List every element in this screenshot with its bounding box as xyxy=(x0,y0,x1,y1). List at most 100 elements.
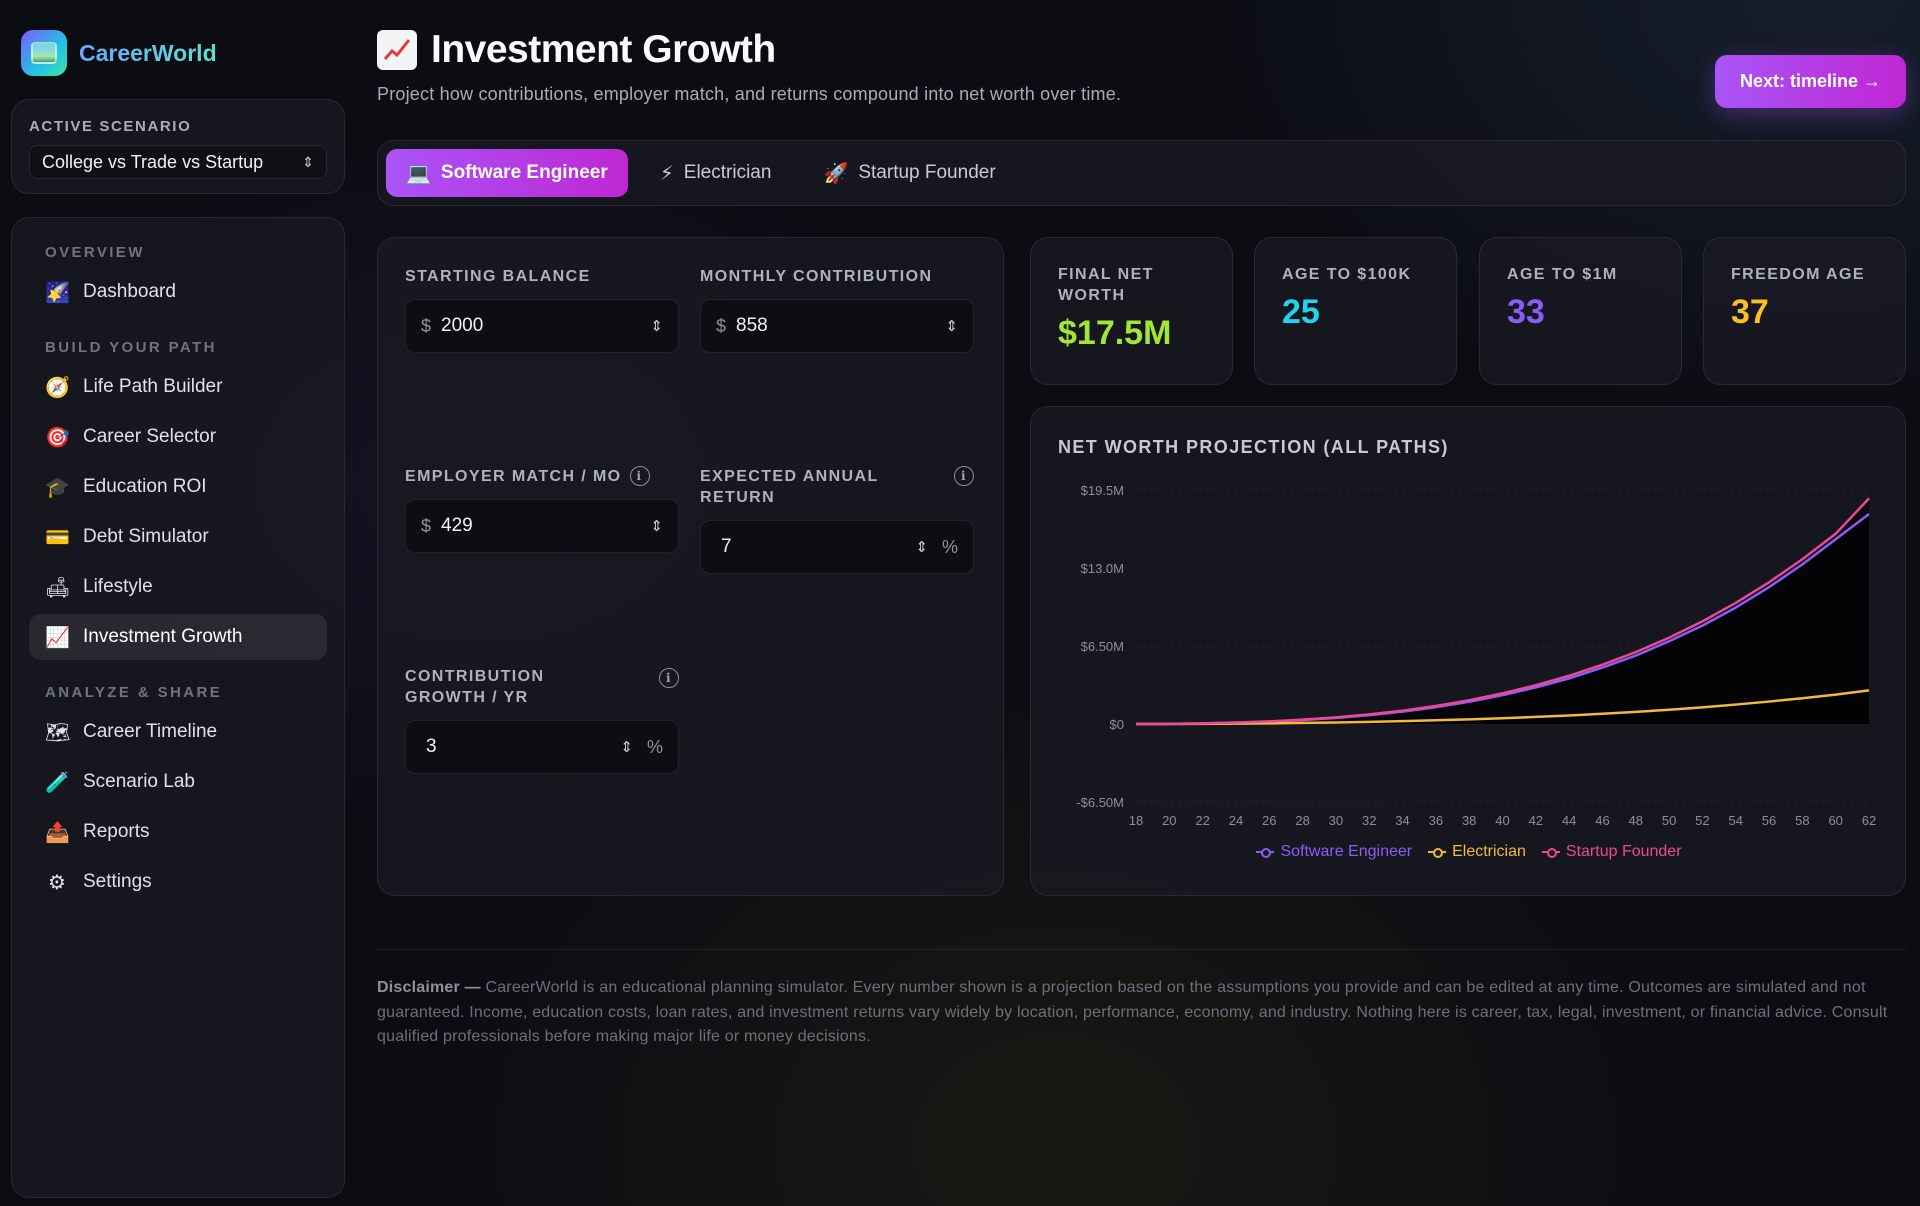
stat-age-to-1m: AGE TO $1M 33 xyxy=(1479,237,1682,385)
rocket-icon: 🚀 xyxy=(823,162,849,185)
sidebar-item-debt-simulator[interactable]: 💳 Debt Simulator xyxy=(29,514,327,560)
y-tick-label: $19.5M xyxy=(1081,483,1124,498)
sidebar-item-label: Lifestyle xyxy=(83,576,153,597)
net-worth-chart: $19.5M $13.0M $6.50M $0 -$6.50M 18 20 22 24 26 28 3… xyxy=(1076,483,1876,828)
legend-marker-icon xyxy=(1428,847,1447,858)
couch-icon: 🛋 xyxy=(45,576,71,599)
brand[interactable]: CareerWorld xyxy=(21,30,217,76)
annual-return-label: EXPECTED ANNUAL RETURN xyxy=(700,468,879,506)
sidebar-item-label: Investment Growth xyxy=(83,626,243,647)
starting-balance-field: STARTING BALANCE $ 2000 ⇕ xyxy=(405,266,679,353)
tab-software-engineer[interactable]: 💻 Software Engineer xyxy=(386,149,628,197)
x-tick-label: 44 xyxy=(1562,813,1576,828)
stat-value: 25 xyxy=(1282,293,1320,331)
stepper-icon[interactable]: ⇕ xyxy=(915,539,928,556)
stepper-icon[interactable]: ⇕ xyxy=(945,318,958,335)
chart-legend: Software Engineer Electrician Startup Foun… xyxy=(1031,843,1907,861)
legend-label: Startup Founder xyxy=(1565,843,1682,860)
chart-increasing-icon xyxy=(377,30,417,70)
contribution-growth-input[interactable]: 3 ⇕ % xyxy=(405,720,679,774)
disclaimer-label: Disclaimer — xyxy=(377,979,481,996)
percent-suffix: % xyxy=(646,736,663,757)
monthly-contribution-field: MONTHLY CONTRIBUTION $ 858 ⇕ xyxy=(700,266,974,353)
employer-match-field: EMPLOYER MATCH / MO i $ 429 ⇕ xyxy=(405,466,679,553)
shooting-star-icon: 🌠 xyxy=(45,281,70,304)
series-line xyxy=(1135,497,1870,726)
scenario-select[interactable]: College vs Trade vs Startup ⇕ xyxy=(29,145,327,179)
sidebar-item-education-roi[interactable]: 🎓 Education ROI xyxy=(29,464,327,510)
footer-divider xyxy=(377,949,1906,950)
disclaimer: Disclaimer — CareerWorld is an education… xyxy=(377,976,1906,1050)
stepper-icon[interactable]: ⇕ xyxy=(620,739,633,756)
sidebar-item-lifestyle[interactable]: 🛋 Lifestyle xyxy=(29,564,327,610)
y-tick-label: $6.50M xyxy=(1081,639,1124,654)
x-tick-label: 50 xyxy=(1662,813,1676,828)
info-icon[interactable]: i xyxy=(954,466,974,486)
sidebar-item-life-path-builder[interactable]: 🧭 Life Path Builder xyxy=(29,364,327,410)
x-tick-label: 36 xyxy=(1429,813,1443,828)
page-title: Investment Growth xyxy=(431,28,776,71)
sidebar-item-dashboard[interactable]: 🌠 Dashboard xyxy=(29,269,327,315)
x-tick-label: 42 xyxy=(1529,813,1543,828)
next-timeline-button[interactable]: Next: timeline → xyxy=(1715,55,1906,108)
legend-item[interactable]: Electrician xyxy=(1428,843,1526,861)
scenario-panel: ACTIVE SCENARIO College vs Trade vs Star… xyxy=(11,99,345,194)
sidebar-item-label: Settings xyxy=(83,871,152,892)
laptop-icon: 💻 xyxy=(406,162,431,185)
stat-value: $17.5M xyxy=(1058,314,1172,352)
currency-prefix: $ xyxy=(421,315,432,336)
stat-label: FINAL NET WORTH xyxy=(1058,266,1154,304)
x-tick-label: 52 xyxy=(1695,813,1709,828)
tab-electrician[interactable]: ⚡ Electrician xyxy=(640,149,792,197)
sidebar-item-reports[interactable]: 📤 Reports xyxy=(29,809,327,855)
lightning-icon: ⚡ xyxy=(659,162,674,185)
sidebar-item-scenario-lab[interactable]: 🧪 Scenario Lab xyxy=(29,759,327,805)
annual-return-input[interactable]: 7 ⇕ % xyxy=(700,520,974,574)
nav-section-analyze: ANALYZE & SHARE xyxy=(45,684,223,701)
tab-startup-founder[interactable]: 🚀 Startup Founder xyxy=(803,149,1015,197)
info-icon[interactable]: i xyxy=(659,668,679,688)
legend-item[interactable]: Software Engineer xyxy=(1256,843,1412,861)
stepper-icon[interactable]: ⇕ xyxy=(650,318,663,335)
tab-label: Electrician xyxy=(683,162,772,183)
annual-return-value: 7 xyxy=(721,536,732,557)
net-worth-chart-panel: NET WORTH PROJECTION (ALL PATHS) $19.5M $… xyxy=(1030,406,1906,896)
series-line xyxy=(1135,689,1870,726)
stat-value: 37 xyxy=(1731,293,1769,331)
x-tick-label: 56 xyxy=(1762,813,1776,828)
brand-name: CareerWorld xyxy=(79,39,217,66)
monthly-contribution-input[interactable]: $ 858 ⇕ xyxy=(700,299,974,353)
employer-match-input[interactable]: $ 429 ⇕ xyxy=(405,499,679,553)
starting-balance-input[interactable]: $ 2000 ⇕ xyxy=(405,299,679,353)
x-tick-label: 38 xyxy=(1462,813,1476,828)
x-tick-label: 22 xyxy=(1195,813,1209,828)
stepper-icon[interactable]: ⇕ xyxy=(650,518,663,535)
sidebar-item-label: Scenario Lab xyxy=(83,771,195,792)
career-tabs: 💻 Software Engineer ⚡ Electrician 🚀 Star… xyxy=(377,140,1906,206)
stat-label: AGE TO $1M xyxy=(1507,266,1618,283)
starting-balance-label: STARTING BALANCE xyxy=(405,268,591,285)
chart-title: NET WORTH PROJECTION (ALL PATHS) xyxy=(1058,437,1449,457)
sidebar-item-career-timeline[interactable]: 🗺 Career Timeline xyxy=(29,709,327,755)
info-icon[interactable]: i xyxy=(629,466,650,486)
sidebar-item-investment-growth[interactable]: 📈 Investment Growth xyxy=(29,614,327,660)
outbox-icon: 📤 xyxy=(45,821,70,844)
y-tick-label: $0 xyxy=(1110,717,1124,732)
sidebar-item-settings[interactable]: ⚙ Settings xyxy=(29,859,327,905)
stat-value: 33 xyxy=(1507,293,1545,331)
chevron-updown-icon: ⇕ xyxy=(302,154,314,170)
employer-match-value: 429 xyxy=(441,515,473,536)
credit-card-icon: 💳 xyxy=(45,526,70,549)
sidebar-item-label: Dashboard xyxy=(83,281,176,302)
starting-balance-value: 2000 xyxy=(441,315,484,336)
x-tick-label: 34 xyxy=(1395,813,1409,828)
y-tick-label: -$6.50M xyxy=(1076,795,1124,810)
legend-label: Software Engineer xyxy=(1280,843,1413,860)
page-subtitle: Project how contributions, employer matc… xyxy=(377,84,1122,104)
map-icon xyxy=(21,30,67,76)
legend-marker-icon xyxy=(1256,847,1275,858)
x-tick-label: 46 xyxy=(1595,813,1609,828)
chart-increasing-icon: 📈 xyxy=(45,626,70,649)
legend-item[interactable]: Startup Founder xyxy=(1541,843,1682,861)
sidebar-item-career-selector[interactable]: 🎯 Career Selector xyxy=(29,414,327,460)
